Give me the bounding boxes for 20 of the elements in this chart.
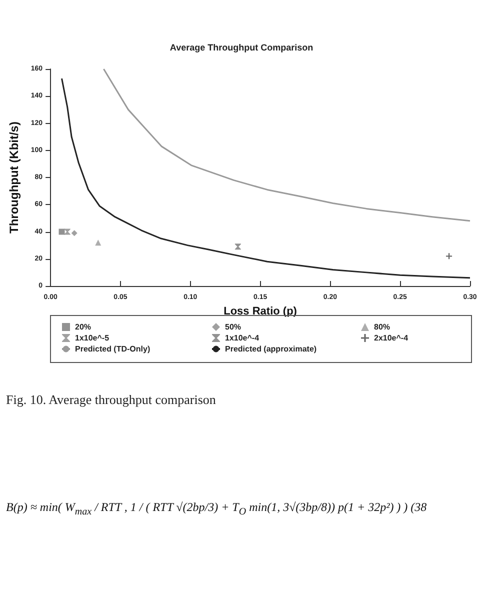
text: B(p) ≈ min( W$_{max}$ / RTT , 1 / ( RTT √(2bp/3) + T$_{O}$ min(1, 3√(3bp/8)) p(1 + 32p²) ) ) (38 <box>6 500 428 518</box>
point <box>446 253 452 260</box>
legend-label: 50% <box>225 322 242 332</box>
point <box>71 230 78 236</box>
point <box>95 240 102 246</box>
chart-title: Average Throughput Comparison <box>170 42 314 52</box>
legend-label: Predicted (approximate) <box>225 344 317 354</box>
point <box>64 228 70 235</box>
legend-label: 80% <box>374 322 390 332</box>
legend-label: 2x10e^-4 <box>374 334 409 342</box>
line-series <box>61 78 471 279</box>
legend-label: 1x10e^-5 <box>75 334 110 342</box>
caption: Fig. 10. Average throughput comparison <box>6 392 216 408</box>
y-axis-title: Throughput (Kbit/s) <box>7 122 21 234</box>
point <box>58 228 65 235</box>
legend-label: Predicted (TD-Only) <box>75 344 150 354</box>
legend-label: 20% <box>75 322 92 332</box>
legend-label: 1x10e^-4 <box>225 334 260 342</box>
point <box>234 244 241 250</box>
line-series <box>102 68 471 222</box>
